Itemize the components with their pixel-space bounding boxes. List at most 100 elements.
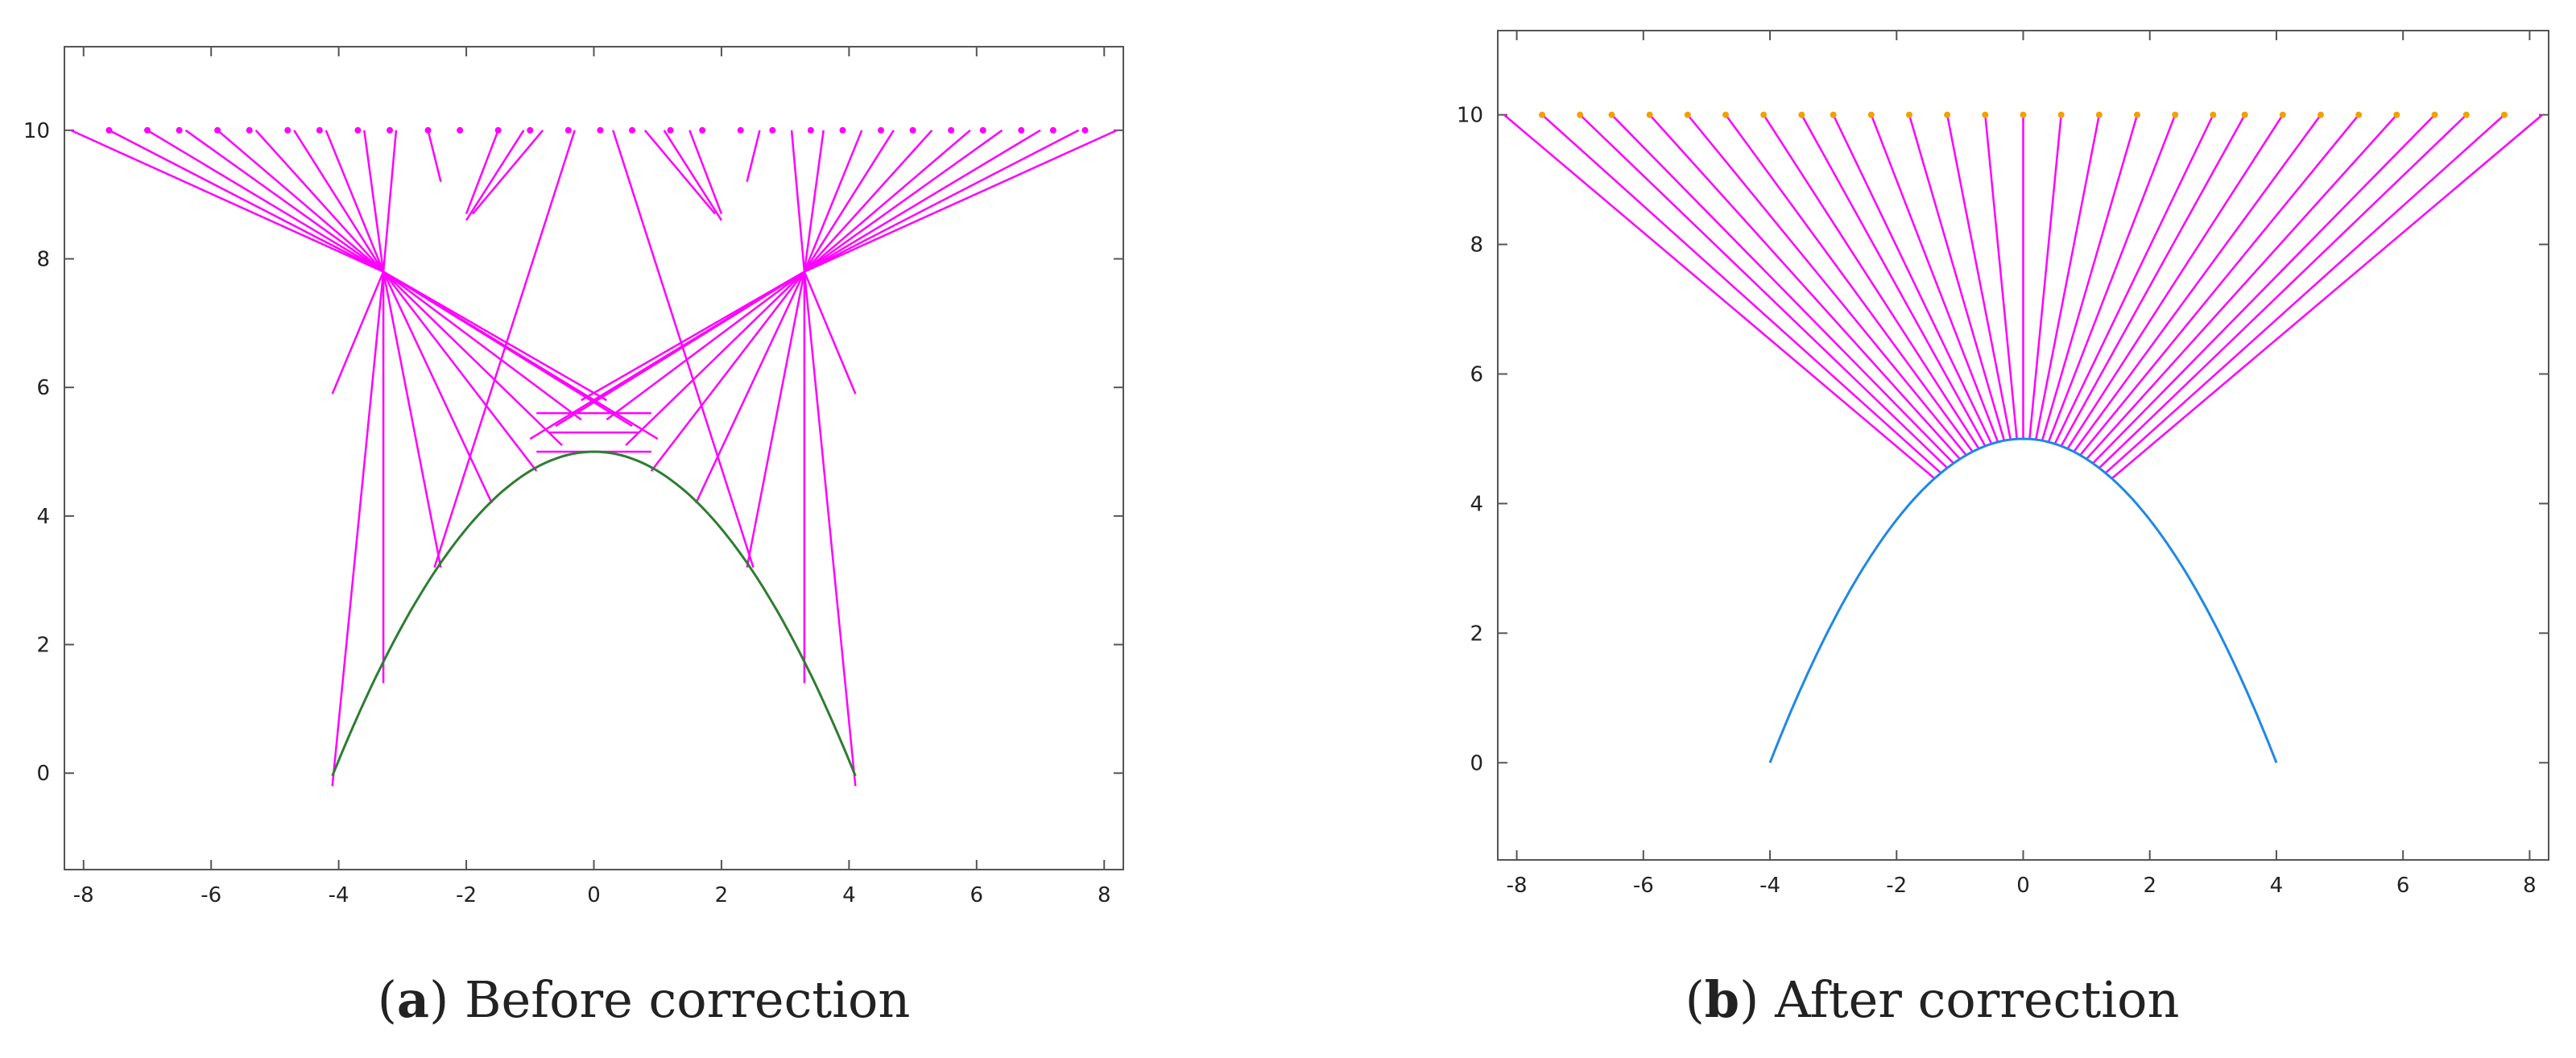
pb-ray: [2047, 114, 2177, 443]
pa-ytick-label: 0: [36, 762, 50, 786]
pb-source-marker: [2020, 111, 2027, 118]
pa-source-marker: [494, 126, 502, 134]
pb-source-marker: [2210, 111, 2217, 118]
pb-source-marker: [1798, 111, 1805, 118]
pb-xtick-label: 6: [2396, 874, 2410, 898]
pb-source-marker: [2500, 111, 2508, 118]
pa-xtick-label: -6: [201, 883, 221, 907]
pb-source-marker: [1760, 111, 1768, 118]
pa-source-marker: [667, 126, 674, 134]
pa-ray: [804, 129, 1118, 273]
pb-ray: [1908, 114, 2006, 441]
pa-source-marker: [948, 126, 955, 134]
pb-source-marker: [2355, 111, 2363, 118]
pb-ray: [1503, 114, 1936, 480]
pb-ytick-label: 2: [1470, 622, 1483, 646]
pb-xtick-label: 8: [2523, 874, 2537, 898]
pa-source-marker: [597, 126, 604, 134]
pa-ray: [382, 271, 582, 421]
pa-source-marker: [737, 126, 744, 134]
pb-xtick-label: -4: [1759, 874, 1780, 898]
pb-ray: [1579, 114, 1949, 469]
pa-ray: [472, 129, 544, 215]
pb-ytick-label: 4: [1470, 492, 1483, 516]
pa-source-marker: [629, 126, 636, 134]
pb-ytick-label: 0: [1470, 751, 1483, 775]
pa-ray: [254, 129, 385, 273]
pb-ray: [2098, 114, 2467, 469]
pa-ray: [331, 271, 385, 787]
pb-ray: [1611, 114, 1954, 465]
pb-ytick-label: 6: [1470, 362, 1483, 386]
pa-xtick-label: 8: [1098, 883, 1111, 907]
pb-ray: [1832, 114, 1993, 444]
pa-source-marker: [316, 126, 323, 134]
pa-xtick-label: -8: [73, 883, 94, 907]
pa-ray: [804, 129, 1080, 273]
pb-source-marker: [1905, 111, 1912, 118]
pb-source-marker: [2134, 111, 2141, 118]
pa-source-marker: [807, 126, 814, 134]
pa-source-marker: [246, 126, 253, 134]
pb-ray: [1763, 114, 1980, 449]
pb-source-marker: [1867, 111, 1875, 118]
panel-a: -8 -6 -4 -2 0 2 4 6 8 0 2 4 6 8 10 (a) Before correcti…: [23, 46, 1124, 1029]
pa-source-marker: [284, 126, 292, 134]
pb-xtick-label: 0: [2016, 874, 2030, 898]
pb-ray: [1686, 114, 1967, 457]
pa-ray: [529, 271, 805, 440]
pb-ray: [2053, 114, 2214, 444]
pb-ray: [1725, 114, 1974, 453]
pa-ray: [803, 129, 933, 273]
pa-source-marker: [424, 126, 432, 134]
pb-ray: [2028, 114, 2062, 440]
pa-ray: [382, 271, 659, 440]
pa-ray: [427, 130, 442, 182]
pb-source-marker: [1830, 111, 1837, 118]
pb-source-marker: [1722, 111, 1730, 118]
pb-source-marker: [2279, 111, 2286, 118]
pb-source-marker: [2393, 111, 2400, 118]
pa-ray: [184, 129, 384, 273]
pb-ray: [2041, 114, 2139, 441]
pa-ytick-label: 10: [23, 119, 50, 143]
pb-source-marker: [1577, 111, 1584, 118]
pa-ray: [790, 130, 806, 272]
pa-source-marker: [176, 126, 183, 134]
pb-ray: [1648, 114, 1961, 460]
pb-xtick-label: 2: [2143, 874, 2156, 898]
pa-source-marker: [909, 126, 916, 134]
pa-ray: [382, 271, 563, 446]
caption-b: (b) After correction: [1685, 970, 2180, 1029]
pa-source-marker: [457, 126, 464, 134]
pa-ray: [803, 271, 857, 395]
pb-xtick-label: 4: [2270, 874, 2284, 898]
pa-ray: [606, 271, 805, 421]
pa-source-marker: [354, 126, 362, 134]
pa-ray: [465, 130, 499, 215]
pa-surface-curve: [331, 450, 857, 777]
pb-ray: [2086, 114, 2398, 460]
pb-source-marker: [1608, 111, 1615, 118]
pb-source-marker: [2095, 111, 2103, 118]
pa-plot-frame: [64, 46, 1124, 870]
pb-source-marker: [1684, 111, 1691, 118]
pa-ray: [803, 130, 895, 273]
pb-ray: [1541, 114, 1942, 474]
pa-ray: [612, 130, 755, 568]
pa-ray: [70, 129, 384, 273]
pb-xtick-label: -2: [1886, 874, 1907, 898]
pa-source-marker: [527, 126, 534, 134]
pa-ytick-label: 8: [36, 247, 50, 271]
pa-ray: [331, 271, 385, 395]
pa-xtick-label: 0: [587, 883, 601, 907]
pa-source-marker: [979, 126, 986, 134]
pb-ray: [2104, 114, 2505, 474]
pb-ray: [2066, 114, 2284, 449]
pb-source-marker: [2317, 111, 2324, 118]
pa-ray: [804, 129, 971, 273]
pa-xtick-label: -2: [456, 883, 477, 907]
pa-source-marker: [105, 126, 113, 134]
pa-source-marker: [769, 126, 776, 134]
pa-ray: [382, 271, 442, 568]
